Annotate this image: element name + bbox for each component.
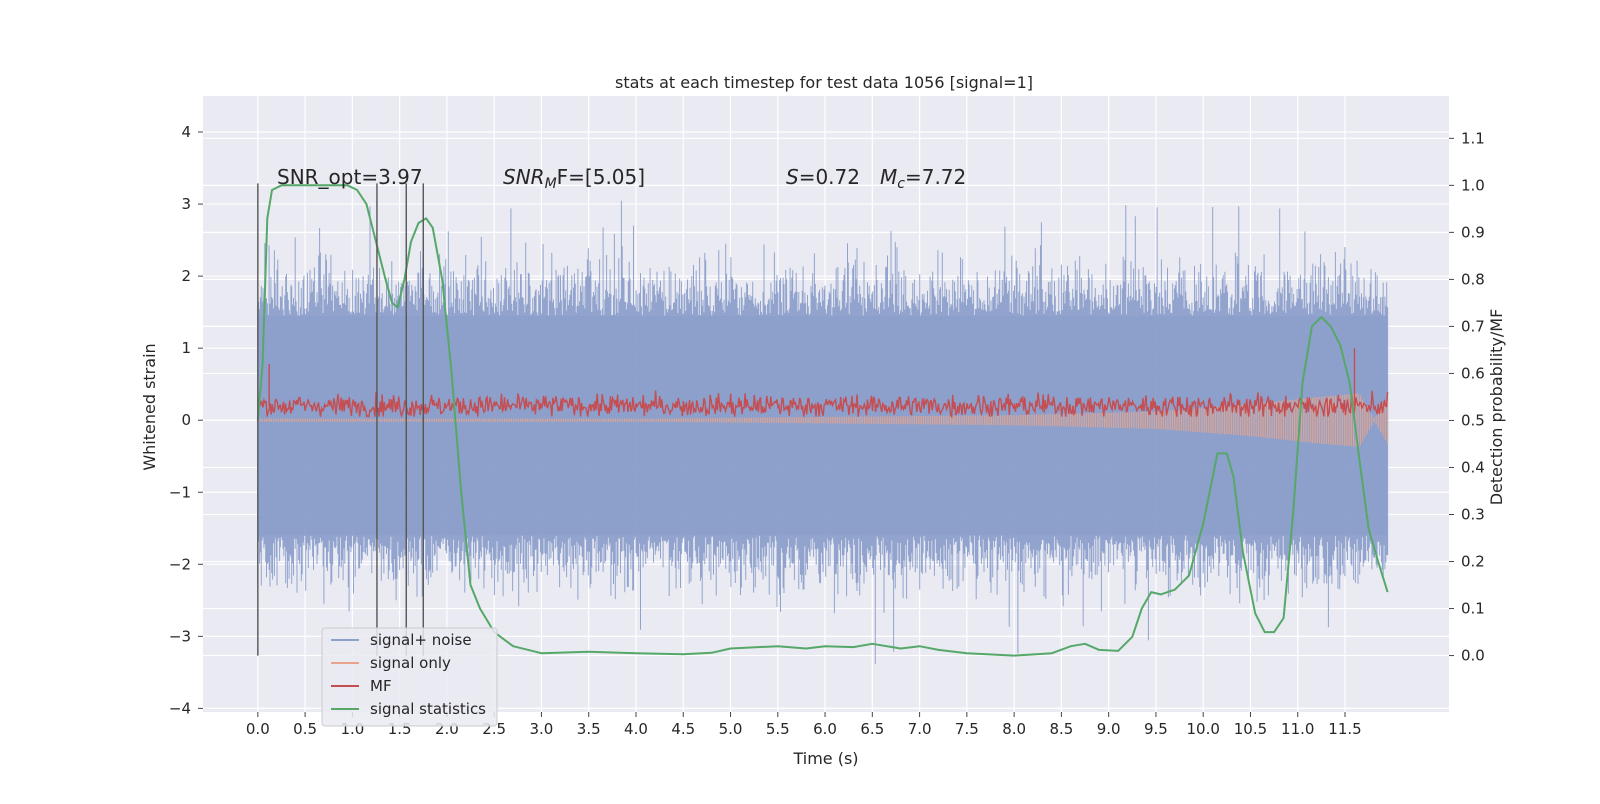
y-right-tick-label: 0.8: [1461, 270, 1485, 288]
series-layer: [256, 184, 1389, 665]
annotation-mc: Mc=7.72: [880, 165, 966, 192]
x-tick-label: 3.5: [577, 720, 601, 738]
x-tick-label: 6.0: [813, 720, 837, 738]
y-right-tick-label: 0.9: [1461, 223, 1485, 241]
x-tick-label: 10.0: [1187, 720, 1220, 738]
x-tick-label: 3.0: [530, 720, 554, 738]
legend: signal+ noise signal only MF signal stat…: [321, 627, 498, 727]
annotation-mc-symbol: M: [880, 165, 897, 189]
y-right-tick-label: 0.3: [1461, 506, 1485, 524]
x-tick-label: 11.5: [1328, 720, 1361, 738]
annotation-snr-mf-sub: M: [545, 176, 557, 192]
y-left-tick-label: 2: [181, 267, 191, 285]
x-tick-label: 11.0: [1281, 720, 1314, 738]
y-right-tick-label: 0.2: [1461, 553, 1485, 571]
annotation-mc-sub: c: [897, 176, 905, 192]
annotation-s-symbol: S: [786, 165, 799, 189]
annotation-s: S=0.72: [786, 165, 860, 189]
x-tick-label: 4.0: [624, 720, 648, 738]
x-tick-label: 6.5: [860, 720, 884, 738]
legend-label-signal-noise: signal+ noise: [370, 631, 472, 649]
annotation-mc-value: =7.72: [905, 165, 966, 189]
annotation-snr-mf: SNRMF=[5.05]: [503, 165, 645, 192]
y-left-tick-label: −4: [169, 699, 191, 717]
y-axis-left-title: Whitened strain: [140, 343, 159, 470]
y-right-tick-label: 0.5: [1461, 411, 1485, 429]
y-left-tick-label: 0: [181, 411, 191, 429]
x-tick-label: 8.0: [1002, 720, 1026, 738]
vertical-markers: [257, 183, 424, 656]
y-right-tick-label: 1.0: [1461, 176, 1485, 194]
x-tick-label: 7.0: [908, 720, 932, 738]
legend-label-signal-statistics: signal statistics: [370, 700, 486, 718]
x-tick-label: 10.5: [1234, 720, 1267, 738]
legend-box: [321, 627, 498, 727]
x-tick-label: 9.5: [1144, 720, 1168, 738]
y-right-tick-label: 0.7: [1461, 317, 1485, 335]
y-right-tick-label: 0.6: [1461, 364, 1485, 382]
y-left-tick-label: −1: [169, 483, 191, 501]
y-axis-right-title: Detection probability/MF: [1487, 309, 1506, 506]
x-tick-label: 0.5: [293, 720, 317, 738]
annotation-s-value: =0.72: [799, 165, 860, 189]
y-right-tick-label: 0.0: [1461, 647, 1485, 665]
x-tick-label: 5.5: [766, 720, 790, 738]
legend-label-signal-only: signal only: [370, 654, 451, 672]
y-left-tick-label: 1: [181, 339, 191, 357]
x-tick-label: 7.5: [955, 720, 979, 738]
x-tick-label: 9.0: [1097, 720, 1121, 738]
mf-line: [257, 390, 1389, 419]
x-tick-label: 8.5: [1049, 720, 1073, 738]
y-left-tick-label: 3: [181, 195, 191, 213]
x-axis-title: Time (s): [792, 749, 858, 768]
y-right-tick-label: 1.1: [1461, 129, 1485, 147]
chart-title: stats at each timestep for test data 105…: [615, 73, 1033, 92]
x-tick-label: 4.5: [671, 720, 695, 738]
legend-label-mf: MF: [370, 677, 392, 695]
y-right-tick-label: 0.4: [1461, 458, 1485, 476]
annotation-snr-opt: SNR_opt=3.97: [277, 165, 423, 189]
signal-statistics-line: [256, 184, 1389, 657]
annotation-snr-mf-main: SNR: [503, 165, 545, 189]
y-right-tick-label: 0.1: [1461, 600, 1485, 618]
axes: 0.0 0.5 1.0 1.5 2.0 2.5 3.0 3.5 4.0 4.5 5.0 5.5 6.0 6…: [169, 123, 1485, 738]
x-tick-label: 5.0: [719, 720, 743, 738]
y-left-tick-label: 4: [181, 123, 191, 141]
y-left-tick-label: −3: [169, 627, 191, 645]
annotation-snr-mf-rest: F=[5.05]: [557, 165, 645, 189]
x-tick-label: 0.0: [246, 720, 270, 738]
y-left-tick-label: −2: [169, 555, 191, 573]
